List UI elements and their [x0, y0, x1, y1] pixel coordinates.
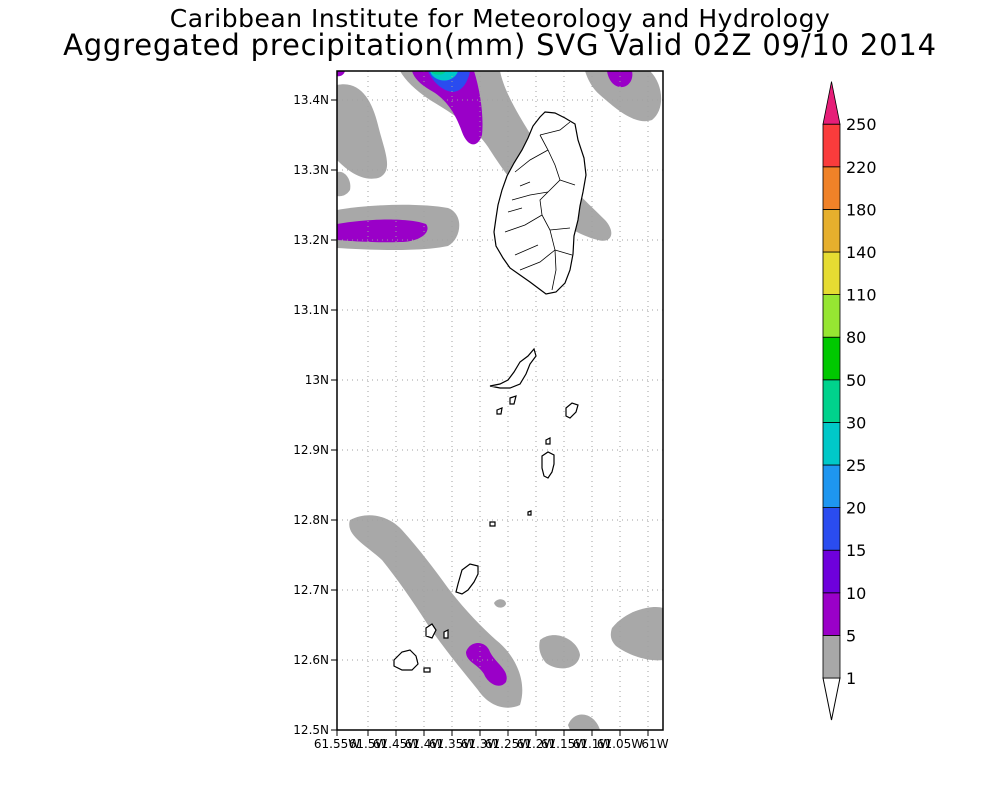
institute-title: Caribbean Institute for Meteorology and … — [169, 4, 831, 33]
lat-label: 12.6N — [293, 653, 329, 667]
colorbar-segment — [822, 336, 841, 381]
lon-label: 61W — [641, 737, 668, 751]
longitude-labels: 61.55W 61.5W 61.45W 61.4W 61.35W 61.3W 6… — [314, 737, 669, 751]
st-vincent-watersheds — [504, 121, 576, 291]
precip-30-50mm — [432, 71, 446, 75]
colorbar-level-label: 10 — [846, 584, 866, 603]
bequia-island — [489, 347, 537, 389]
lat-label: 12.5N — [293, 723, 329, 737]
lon-label: 61.05W — [597, 737, 643, 751]
lat-label: 12.7N — [293, 583, 329, 597]
lon-label: 61.1W — [573, 737, 612, 751]
lat-label: 13.3N — [293, 163, 329, 177]
lat-label: 13.4N — [293, 93, 329, 107]
colorbar-level-label: 220 — [846, 158, 877, 177]
colorbar-segment — [822, 635, 841, 679]
precipitation-field — [337, 71, 663, 730]
lon-label: 61.25W — [485, 737, 531, 751]
colorbar-under-arrow — [822, 677, 841, 721]
union-island — [455, 563, 479, 595]
lon-label: 61.3W — [461, 737, 500, 751]
lon-label: 61.45W — [373, 737, 419, 751]
colorbar-over-arrow — [822, 81, 841, 125]
precip-5-10mm — [337, 71, 633, 686]
canouan-island — [541, 451, 555, 479]
colorbar-segment — [822, 549, 841, 594]
colorbar-level-label: 1 — [846, 669, 856, 688]
colorbar-segment — [822, 208, 841, 253]
colorbar-level-label: 50 — [846, 371, 866, 390]
lon-label: 61.2W — [517, 737, 556, 751]
colorbar-level-label: 20 — [846, 499, 866, 518]
colorbar-segment — [822, 464, 841, 508]
product-title: Aggregated precipitation(mm) SVG Valid 0… — [63, 28, 937, 62]
lat-label: 13N — [305, 373, 329, 387]
colorbar-level-label: 110 — [846, 286, 877, 305]
lon-label: 61.15W — [541, 737, 587, 751]
colorbar-level-label: 250 — [846, 115, 877, 134]
colorbar-level-label: 15 — [846, 541, 866, 560]
lat-label: 13.2N — [293, 233, 329, 247]
lat-label: 13.1N — [293, 303, 329, 317]
map-frame — [336, 70, 664, 731]
lon-label: 61.5W — [349, 737, 388, 751]
colorbar-level-label: 140 — [846, 243, 877, 262]
lon-label: 61.4W — [405, 737, 444, 751]
lat-label: 12.9N — [293, 443, 329, 457]
colorbar-level-label: 80 — [846, 328, 866, 347]
colorbar-level-label: 25 — [846, 456, 866, 475]
lon-label: 61.55W — [314, 737, 360, 751]
carriacou-island — [393, 649, 419, 671]
colorbar-segment — [822, 251, 841, 295]
latitude-labels: 13.4N 13.3N 13.2N 13.1N 13N 12.9N 12.8N … — [293, 93, 329, 737]
colorbar-segment — [822, 166, 841, 210]
colorbar-segment — [822, 421, 841, 466]
coastlines — [393, 111, 587, 673]
colorbar-level-label: 180 — [846, 200, 877, 219]
mustique-island — [565, 402, 579, 419]
colorbar-segment — [822, 294, 841, 338]
axis-ticks — [331, 99, 649, 736]
colorbar-segment — [822, 592, 841, 636]
lat-label: 12.8N — [293, 513, 329, 527]
colorbar-level-label: 5 — [846, 626, 856, 645]
precip-1-5mm — [337, 71, 663, 730]
colorbar-segment — [822, 507, 841, 551]
colorbar-segment — [822, 379, 841, 423]
lon-label: 61.35W — [429, 737, 475, 751]
colorbar-level-label: 30 — [846, 413, 866, 432]
colorbar-segment — [822, 123, 841, 168]
